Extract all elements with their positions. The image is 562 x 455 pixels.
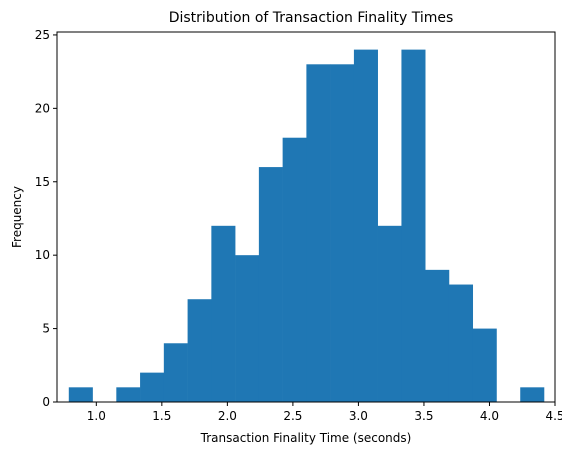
x-tick-label: 1.5 — [152, 409, 171, 423]
histogram-bar — [520, 387, 545, 402]
x-tick-label: 3.0 — [349, 409, 368, 423]
y-tick-label: 25 — [35, 28, 50, 42]
x-axis-ticks: 1.0 1.5 2.0 2.5 3.0 3.5 4.0 4.5 — [87, 402, 562, 423]
x-tick-label: 2.0 — [218, 409, 237, 423]
histogram-bar — [235, 255, 260, 402]
chart-title: Distribution of Transaction Finality Tim… — [169, 10, 454, 26]
plot-frame — [56, 31, 556, 403]
histogram-bar — [401, 49, 426, 402]
x-tick-label: 2.5 — [283, 409, 302, 423]
x-tick-label: 4.5 — [545, 409, 562, 423]
histogram-bar — [187, 299, 212, 402]
x-tick-label: 4.0 — [480, 409, 499, 423]
y-tick-label: 10 — [35, 248, 50, 262]
histogram-bar — [306, 64, 331, 403]
y-tick-label: 20 — [35, 101, 50, 115]
histogram-bar — [116, 387, 141, 402]
x-tick-label: 1.0 — [87, 409, 106, 423]
histogram-bar — [377, 225, 402, 402]
histogram-bar — [448, 284, 474, 402]
histogram-bar — [140, 372, 165, 402]
histogram-bar — [68, 387, 93, 402]
x-axis-label: Transaction Finality Time (seconds) — [200, 431, 412, 445]
histogram-bar — [258, 167, 283, 402]
histogram-bar — [330, 64, 355, 403]
histogram-bar — [472, 328, 497, 402]
bars-group — [68, 49, 545, 403]
x-tick-label: 3.5 — [414, 409, 433, 423]
y-tick-label: 0 — [42, 395, 50, 409]
y-tick-label: 5 — [42, 322, 50, 336]
histogram-bar — [282, 137, 307, 402]
y-axis-ticks: 0 5 10 15 20 25 — [35, 28, 57, 409]
histogram-bar — [353, 49, 378, 402]
histogram-bar — [425, 269, 450, 402]
y-tick-label: 15 — [35, 175, 50, 189]
histogram-bar — [211, 225, 236, 402]
histogram-bar — [163, 343, 188, 402]
y-axis-label: Frequency — [10, 186, 24, 248]
